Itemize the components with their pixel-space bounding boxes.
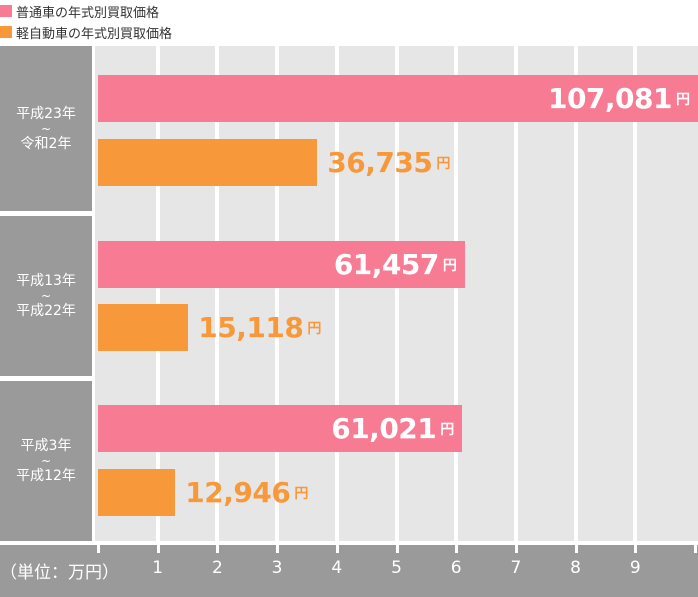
grid-line xyxy=(633,46,638,541)
period-tilde: ~ xyxy=(40,454,52,468)
axis-tick-mark xyxy=(634,545,638,553)
period-line: 平成12年 xyxy=(16,468,76,484)
period-tilde: ~ xyxy=(40,121,52,136)
legend-item: 軽自動車の年式別買取価格 xyxy=(0,23,173,42)
axis-tick-label: 1 xyxy=(152,558,164,578)
axis-tick-mark xyxy=(455,545,459,553)
grid-line xyxy=(573,46,578,541)
period-label: 平成13年 ~ 平成22年 xyxy=(0,216,92,376)
axis-tick-mark xyxy=(97,545,100,553)
axis-tick-mark xyxy=(335,545,339,553)
legend-label: 軽自動車の年式別買取価格 xyxy=(16,26,173,42)
grid-line xyxy=(155,46,160,541)
bar-value-number: 61,457 xyxy=(333,248,440,281)
period-tilde: ~ xyxy=(40,289,52,303)
bar-value-unit: 円 xyxy=(676,91,690,108)
kei-car-bar xyxy=(98,304,189,351)
axis-tick-label: 5 xyxy=(391,558,402,578)
axis-tick-mark xyxy=(574,545,578,553)
legend-swatch xyxy=(0,26,12,38)
axis-tick-label: 6 xyxy=(450,558,462,578)
bar-value-unit: 円 xyxy=(307,320,322,337)
bar-value-unit: 円 xyxy=(294,485,309,502)
period-line: 令和2年 xyxy=(20,135,72,152)
bar-value-number: 107,081 xyxy=(547,82,673,115)
axis-tick-mark xyxy=(514,545,518,553)
standard-car-bar xyxy=(98,75,698,122)
bar-value-number: 36,735 xyxy=(327,146,433,179)
bar-value-label: 107,081 円 xyxy=(98,75,690,122)
period-label-lines: 平成3年 ~ 平成12年 xyxy=(16,436,76,486)
period-line: 平成13年 xyxy=(16,273,76,289)
grid-line xyxy=(454,46,459,541)
bar-value-label: 36,735 円 xyxy=(327,139,450,186)
bar-value-label: 15,118 円 xyxy=(198,304,321,351)
bar-value-unit: 円 xyxy=(436,155,451,172)
legend-label: 普通車の年式別買取価格 xyxy=(16,5,160,21)
standard-car-bar xyxy=(98,241,465,288)
bar-value-label: 61,457 円 xyxy=(98,241,457,288)
axis-tick-mark xyxy=(395,545,399,553)
grid-line xyxy=(513,46,518,541)
legend-item: 普通車の年式別買取価格 xyxy=(0,2,160,21)
bar-value-label: 12,946 円 xyxy=(185,469,308,516)
axis-tick-label: 9 xyxy=(629,558,641,578)
axis-unit-label: （単位：万円） xyxy=(0,563,119,583)
period-line: 平成22年 xyxy=(16,303,76,319)
axis-tick-mark xyxy=(216,545,220,553)
bar-value-number: 15,118 xyxy=(198,311,304,344)
bar-value-number: 12,946 xyxy=(185,476,291,509)
axis-tick-label: 3 xyxy=(271,558,283,578)
axis-tick-mark xyxy=(276,545,280,553)
standard-car-bar xyxy=(98,405,463,452)
axis-tick-label: 8 xyxy=(570,558,581,578)
bar-value-number: 61,021 xyxy=(331,412,437,445)
kei-car-bar xyxy=(98,469,176,516)
grid-line xyxy=(275,46,280,541)
legend-swatch xyxy=(0,5,12,17)
period-label: 平成3年 ~ 平成12年 xyxy=(0,381,92,541)
bar-value-unit: 円 xyxy=(442,257,457,274)
grid-line xyxy=(215,46,220,541)
period-label-lines: 平成23年 ~ 令和2年 xyxy=(16,104,76,154)
kei-car-bar xyxy=(98,139,318,186)
axis-tick-label: 4 xyxy=(331,558,343,578)
axis-tick-label: 2 xyxy=(211,558,223,578)
legend: 普通車の年式別買取価格 軽自動車の年式別買取価格 xyxy=(0,0,698,44)
period-line: 平成23年 xyxy=(16,105,76,122)
period-line: 平成3年 xyxy=(20,438,72,454)
grid-line xyxy=(394,46,399,541)
axis-tick-mark xyxy=(694,545,697,553)
period-label-lines: 平成13年 ~ 平成22年 xyxy=(16,271,76,321)
period-label: 平成23年 ~ 令和2年 xyxy=(0,46,92,211)
bar-value-label: 61,021 円 xyxy=(98,405,454,452)
x-axis: （単位：万円） 1 2 3 4 5 6 7 8 9 xyxy=(0,545,698,597)
grid-line xyxy=(334,46,339,541)
axis-tick-mark xyxy=(156,545,160,553)
bar-value-unit: 円 xyxy=(440,421,455,438)
axis-tick-label: 7 xyxy=(510,558,522,578)
